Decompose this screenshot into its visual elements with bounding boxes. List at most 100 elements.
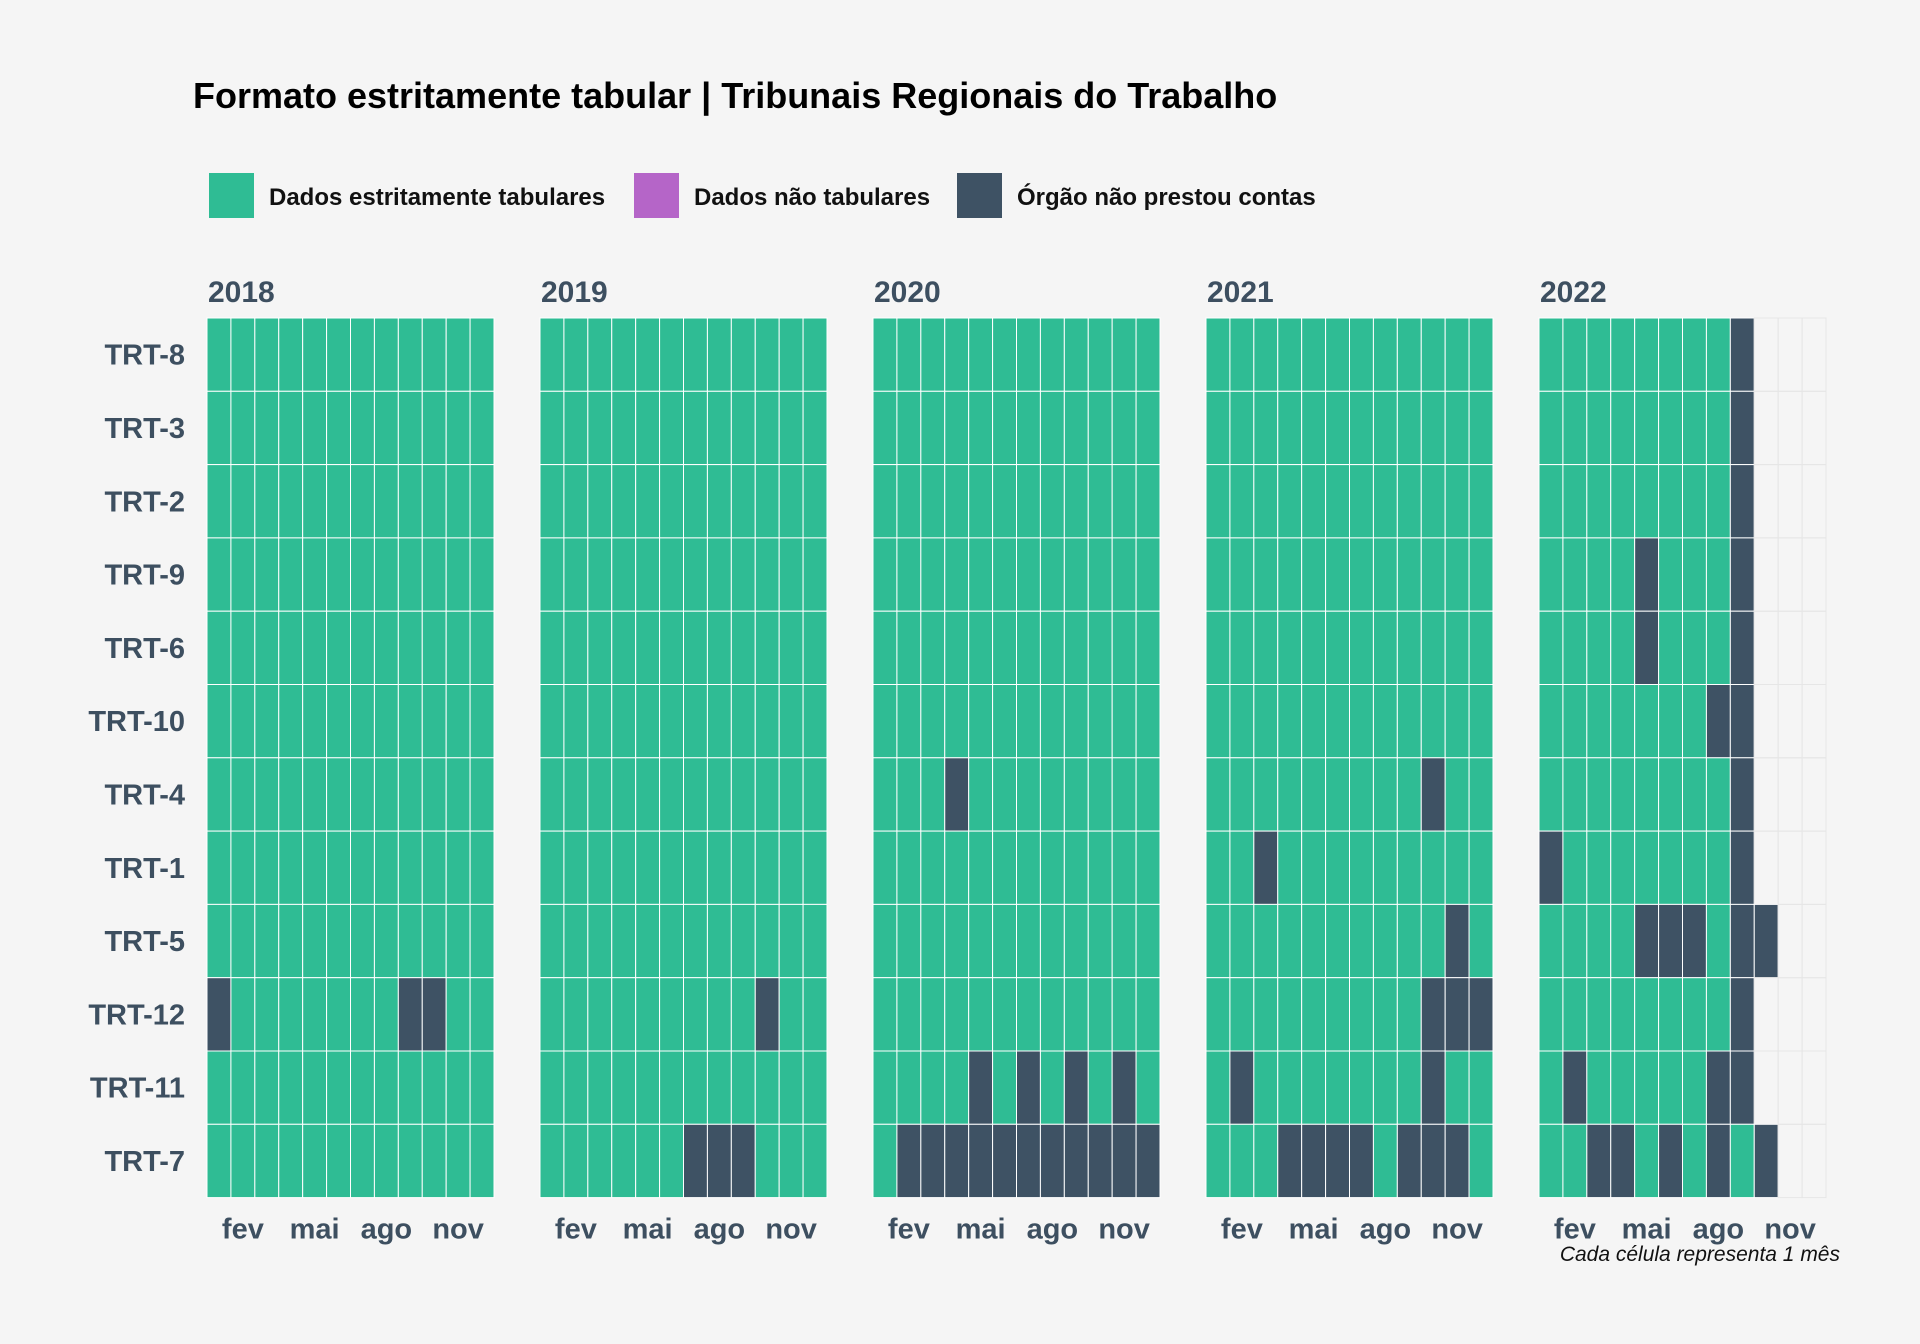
heatmap-cell <box>1682 903 1707 979</box>
empty-cell <box>1753 830 1779 905</box>
heatmap-cell <box>944 610 970 686</box>
heatmap-cell <box>635 1050 661 1125</box>
row-label: TRT-1 <box>104 853 185 885</box>
legend-swatch <box>209 173 254 218</box>
facet-year-label: 2022 <box>1540 276 1607 309</box>
heatmap-cell <box>1111 537 1137 612</box>
heatmap-cell <box>1253 684 1279 759</box>
heatmap-cell <box>278 757 304 832</box>
heatmap-cell <box>1372 1123 1398 1199</box>
heatmap-cell <box>1586 903 1612 979</box>
heatmap-cell <box>1063 757 1089 832</box>
legend-label: Dados estritamente tabulares <box>269 184 605 211</box>
facet-year-label: 2019 <box>541 276 608 309</box>
heatmap-cell <box>1444 757 1470 832</box>
heatmap-cell <box>1135 977 1161 1052</box>
heatmap-cell <box>1562 464 1588 539</box>
heatmap-cell <box>1205 537 1231 612</box>
heatmap-cell <box>1087 537 1113 612</box>
heatmap-cell <box>1372 977 1398 1052</box>
empty-cell <box>1801 1123 1827 1199</box>
heatmap-cell <box>1301 1123 1327 1199</box>
heatmap-cell <box>1610 1050 1636 1125</box>
heatmap-cell <box>920 317 946 392</box>
heatmap-cell <box>1468 1123 1494 1199</box>
heatmap-cell <box>1396 977 1422 1052</box>
legend-label: Órgão não prestou contas <box>1017 183 1316 211</box>
heatmap-cell <box>230 830 256 905</box>
legend: Dados estritamente tabulares Dados não ta… <box>209 173 1316 218</box>
heatmap-cell <box>1039 1050 1065 1125</box>
heatmap-cell <box>1372 830 1398 905</box>
heatmap-cell <box>421 390 447 466</box>
heatmap-cell <box>254 977 280 1052</box>
heatmap-cell <box>1349 537 1374 612</box>
heatmap-cell <box>1253 390 1279 466</box>
heatmap-cell <box>539 464 565 539</box>
heatmap-cell <box>872 1123 898 1199</box>
heatmap-cell <box>587 537 613 612</box>
legend-swatch <box>957 173 1002 218</box>
heatmap-cell <box>1420 464 1446 539</box>
heatmap-cell <box>778 464 804 539</box>
heatmap-cell <box>254 464 280 539</box>
heatmap-cell <box>1205 464 1231 539</box>
heatmap-cell <box>445 464 471 539</box>
heatmap-cell <box>1562 1123 1588 1199</box>
heatmap-cell <box>1396 757 1422 832</box>
heatmap-cell <box>1063 684 1089 759</box>
heatmap-cell <box>1682 464 1707 539</box>
heatmap-cell <box>1444 1050 1470 1125</box>
empty-cell <box>1753 317 1779 392</box>
heatmap-cell <box>1468 610 1494 686</box>
heatmap-cell <box>1205 757 1231 832</box>
heatmap-cell <box>659 537 684 612</box>
month-tick-label: nov <box>765 1214 817 1246</box>
heatmap-cell <box>872 977 898 1052</box>
heatmap-cell <box>1729 1123 1755 1199</box>
heatmap-cell <box>1349 464 1374 539</box>
heatmap-cell <box>1325 684 1351 759</box>
heatmap-cell <box>1634 903 1660 979</box>
heatmap-cell <box>445 537 471 612</box>
heatmap-cell <box>802 757 828 832</box>
heatmap-cell <box>802 684 828 759</box>
heatmap-cell <box>254 390 280 466</box>
heatmap-cell <box>1729 757 1755 832</box>
heatmap-cell <box>1658 464 1684 539</box>
heatmap-cell <box>278 390 304 466</box>
heatmap-cell <box>206 977 232 1052</box>
heatmap-cell <box>230 903 256 979</box>
heatmap-cell <box>539 977 565 1052</box>
heatmap-cell <box>754 757 780 832</box>
heatmap-cell <box>1205 684 1231 759</box>
heatmap-cell <box>445 757 471 832</box>
heatmap-cell <box>254 1123 280 1199</box>
heatmap-cell <box>563 977 589 1052</box>
heatmap-cell <box>278 830 304 905</box>
heatmap-cell <box>730 1123 756 1199</box>
heatmap-cell <box>1063 464 1089 539</box>
heatmap-cell <box>302 830 328 905</box>
row-label: TRT-6 <box>104 633 185 665</box>
heatmap-cell <box>326 757 352 832</box>
heatmap-cell <box>1135 903 1161 979</box>
heatmap-cell <box>469 684 495 759</box>
heatmap-cell <box>1349 830 1374 905</box>
month-tick-label: mai <box>956 1214 1006 1246</box>
empty-cell <box>1753 1050 1779 1125</box>
heatmap-cell <box>539 1050 565 1125</box>
row-label: TRT-7 <box>104 1146 185 1178</box>
heatmap-cell <box>1111 464 1137 539</box>
heatmap-cell <box>254 537 280 612</box>
heatmap-cell <box>802 1123 828 1199</box>
heatmap-cell <box>683 1123 708 1199</box>
empty-cell <box>1777 977 1803 1052</box>
heatmap-cell <box>1135 757 1161 832</box>
heatmap-cell <box>1063 830 1089 905</box>
heatmap-cell <box>1468 903 1494 979</box>
heatmap-cell <box>1063 610 1089 686</box>
heatmap-cell <box>1016 830 1041 905</box>
heatmap-cell <box>730 1050 756 1125</box>
heatmap-cell <box>944 317 970 392</box>
